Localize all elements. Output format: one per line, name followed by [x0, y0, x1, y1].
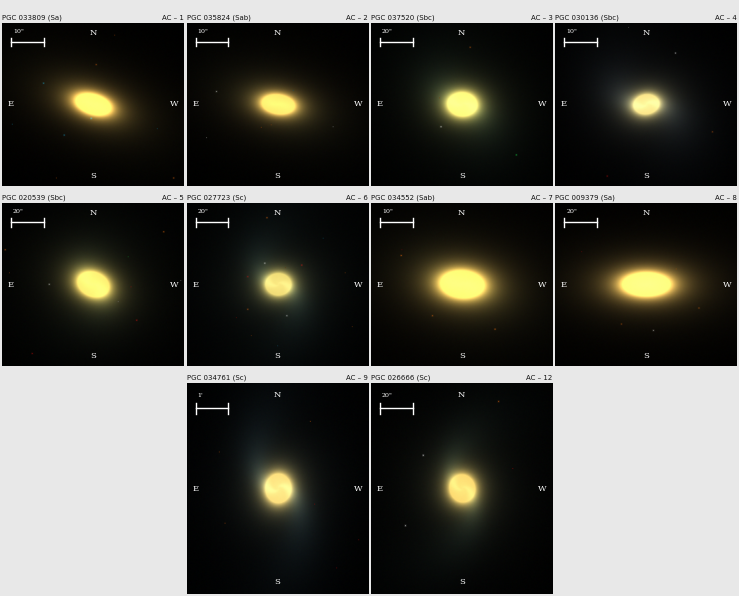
Text: S: S: [274, 352, 280, 360]
Text: E: E: [192, 100, 198, 108]
Text: S: S: [459, 172, 465, 179]
Text: AC – 5: AC – 5: [162, 195, 184, 201]
Text: W: W: [538, 100, 547, 108]
Text: S: S: [459, 578, 465, 586]
Text: 20": 20": [566, 209, 577, 215]
Text: 10": 10": [382, 209, 392, 215]
Text: N: N: [89, 29, 97, 37]
Text: E: E: [561, 100, 567, 108]
Text: W: W: [354, 485, 363, 493]
Text: E: E: [376, 485, 383, 493]
Text: AC – 8: AC – 8: [715, 195, 737, 201]
Text: N: N: [642, 29, 650, 37]
Text: N: N: [458, 209, 466, 218]
Text: N: N: [273, 209, 281, 218]
Text: PGC 026666 (Sc): PGC 026666 (Sc): [371, 375, 430, 381]
Text: PGC 037520 (Sbc): PGC 037520 (Sbc): [371, 14, 435, 21]
Text: PGC 020539 (Sbc): PGC 020539 (Sbc): [2, 194, 66, 201]
Text: PGC 009379 (Sa): PGC 009379 (Sa): [556, 194, 616, 201]
Text: E: E: [192, 281, 198, 288]
Text: W: W: [169, 100, 178, 108]
Text: AC – 12: AC – 12: [526, 375, 553, 381]
Text: 20": 20": [13, 209, 24, 215]
Text: PGC 035824 (Sab): PGC 035824 (Sab): [186, 14, 251, 21]
Text: W: W: [723, 100, 732, 108]
Text: W: W: [538, 485, 547, 493]
Text: 20": 20": [382, 29, 392, 34]
Text: E: E: [7, 100, 14, 108]
Text: AC – 4: AC – 4: [715, 15, 737, 21]
Text: N: N: [273, 29, 281, 37]
Text: S: S: [90, 352, 96, 360]
Text: N: N: [89, 209, 97, 218]
Text: AC – 2: AC – 2: [347, 15, 368, 21]
Text: 10": 10": [13, 29, 24, 34]
Text: E: E: [192, 485, 198, 493]
Text: E: E: [376, 100, 383, 108]
Text: AC – 6: AC – 6: [346, 195, 368, 201]
Text: W: W: [169, 281, 178, 288]
Text: 20": 20": [382, 393, 392, 398]
Text: N: N: [273, 392, 281, 399]
Text: N: N: [458, 392, 466, 399]
Text: PGC 033809 (Sa): PGC 033809 (Sa): [2, 14, 62, 21]
Text: W: W: [354, 100, 363, 108]
Text: S: S: [459, 352, 465, 360]
Text: PGC 030136 (Sbc): PGC 030136 (Sbc): [556, 14, 619, 21]
Text: AC – 3: AC – 3: [531, 15, 553, 21]
Text: PGC 027723 (Sc): PGC 027723 (Sc): [186, 194, 246, 201]
Text: 1': 1': [197, 393, 203, 398]
Text: E: E: [7, 281, 14, 288]
Text: E: E: [561, 281, 567, 288]
Text: N: N: [642, 209, 650, 218]
Text: S: S: [643, 352, 649, 360]
Text: S: S: [643, 172, 649, 179]
Text: S: S: [274, 172, 280, 179]
Text: W: W: [723, 281, 732, 288]
Text: S: S: [274, 578, 280, 586]
Text: W: W: [354, 281, 363, 288]
Text: 10": 10": [197, 29, 208, 34]
Text: 20": 20": [197, 209, 208, 215]
Text: PGC 034552 (Sab): PGC 034552 (Sab): [371, 194, 435, 201]
Text: E: E: [376, 281, 383, 288]
Text: AC – 1: AC – 1: [162, 15, 184, 21]
Text: S: S: [90, 172, 96, 179]
Text: PGC 034761 (Sc): PGC 034761 (Sc): [186, 375, 246, 381]
Text: W: W: [538, 281, 547, 288]
Text: N: N: [458, 29, 466, 37]
Text: 10": 10": [566, 29, 577, 34]
Text: AC – 9: AC – 9: [346, 375, 368, 381]
Text: AC – 7: AC – 7: [531, 195, 553, 201]
